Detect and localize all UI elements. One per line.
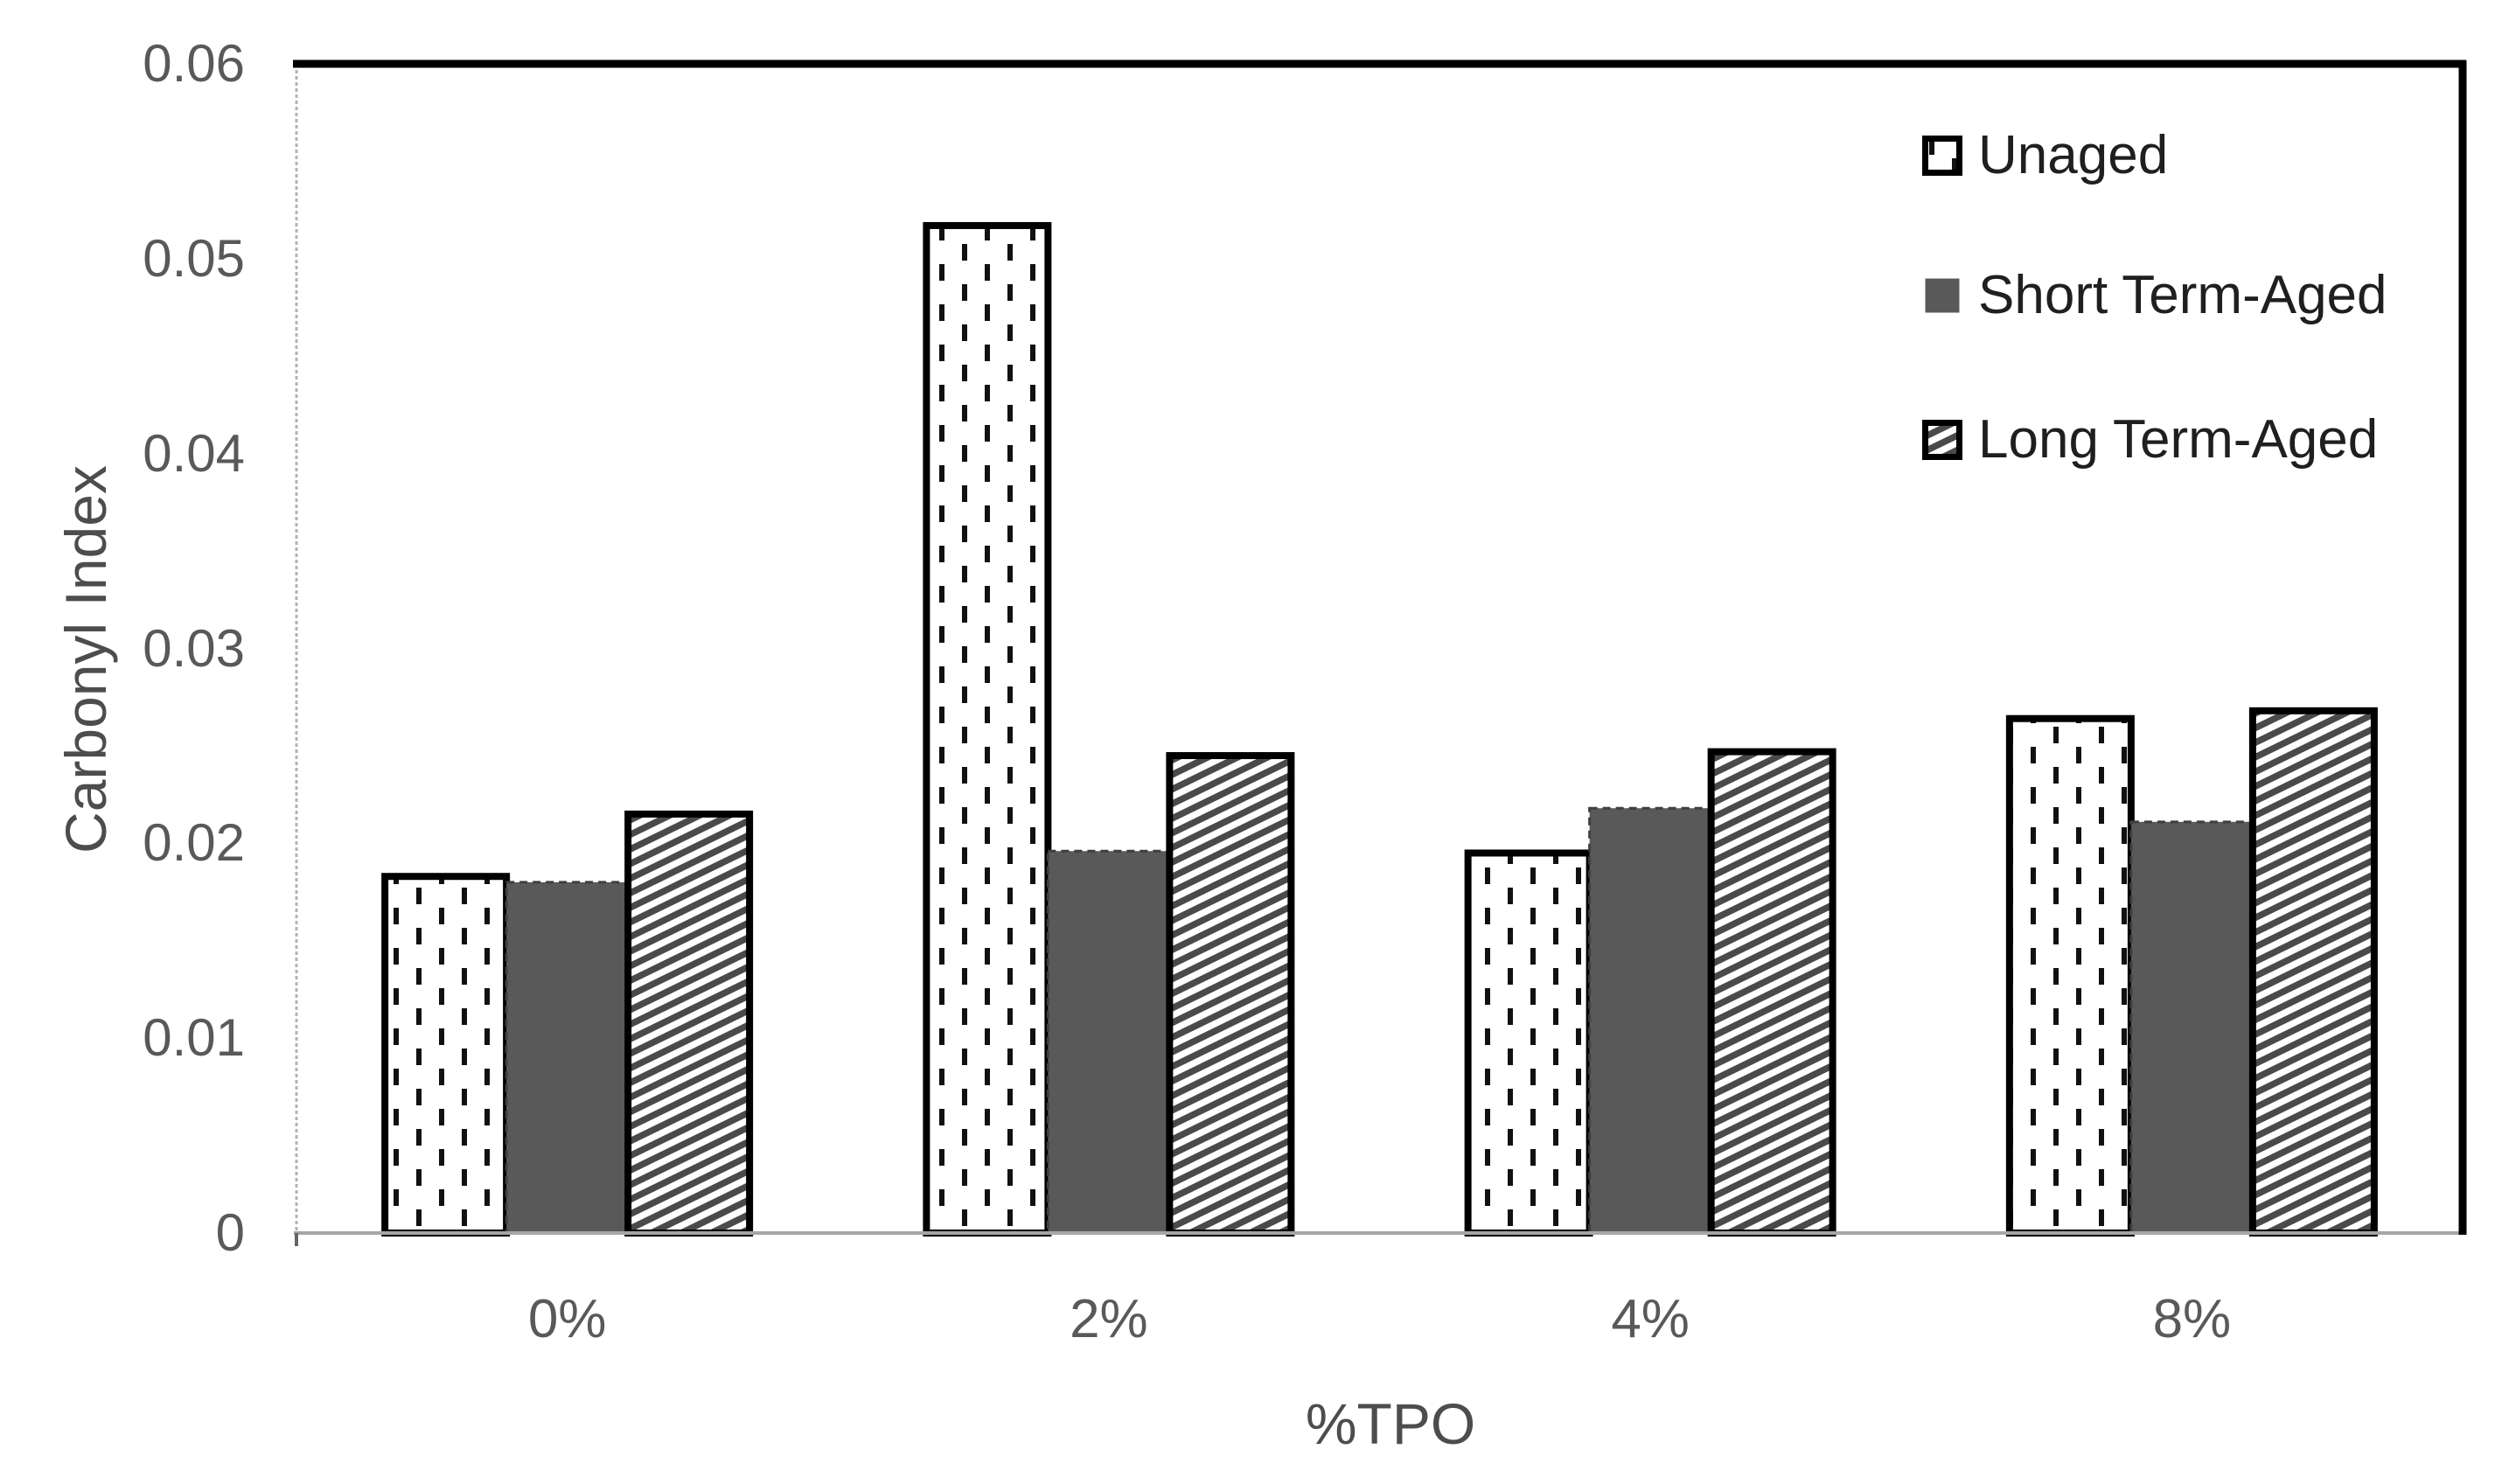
legend-item-short-term-aged: Short Term-Aged bbox=[1922, 264, 2387, 326]
bar-unaged-8 bbox=[2005, 714, 2135, 1237]
legend-swatch-vertical-dashes bbox=[1922, 135, 1962, 176]
bar-short-term-aged-0 bbox=[505, 881, 630, 1235]
bar-long-term-aged-4 bbox=[1707, 748, 1836, 1237]
bar-unaged-2 bbox=[923, 221, 1052, 1237]
bar-unaged-0 bbox=[381, 873, 511, 1237]
x-axis-title: %TPO bbox=[1305, 1391, 1476, 1456]
y-tick-label-0: 0 bbox=[215, 1203, 245, 1262]
y-tick-label-0.05: 0.05 bbox=[143, 228, 245, 288]
bar-unaged-4 bbox=[1464, 849, 1593, 1237]
bar-short-term-aged-8 bbox=[2129, 820, 2255, 1235]
y-tick-label-0.02: 0.02 bbox=[143, 813, 245, 873]
legend-item-long-term-aged: Long Term-Aged bbox=[1922, 408, 2378, 470]
bar-short-term-aged-4 bbox=[1588, 806, 1713, 1235]
x-tick-label-2: 2% bbox=[1070, 1289, 1148, 1349]
legend-label: Short Term-Aged bbox=[1978, 265, 2387, 325]
y-tick-label-0.04: 0.04 bbox=[143, 423, 245, 483]
bar-long-term-aged-8 bbox=[2248, 707, 2378, 1237]
y-tick-label-0.06: 0.06 bbox=[143, 34, 245, 93]
x-tick-label-8: 8% bbox=[2152, 1289, 2232, 1349]
y-tick-label-0.01: 0.01 bbox=[143, 1008, 245, 1068]
legend-label: Unaged bbox=[1978, 125, 2169, 185]
bar-long-term-aged-0 bbox=[624, 810, 754, 1237]
legend-swatch-diagonal-hatch bbox=[1922, 419, 1962, 460]
x-tick-label-0: 0% bbox=[527, 1289, 607, 1349]
bar-short-term-aged-2 bbox=[1046, 849, 1171, 1235]
legend-label: Long Term-Aged bbox=[1978, 409, 2379, 470]
legend-item-unaged: Unaged bbox=[1922, 124, 2168, 186]
bar-long-term-aged-2 bbox=[1166, 752, 1295, 1237]
legend-swatch-solid bbox=[1925, 278, 1960, 312]
x-tick-label-4: 4% bbox=[1611, 1289, 1690, 1349]
y-tick-label-0.03: 0.03 bbox=[143, 618, 245, 678]
